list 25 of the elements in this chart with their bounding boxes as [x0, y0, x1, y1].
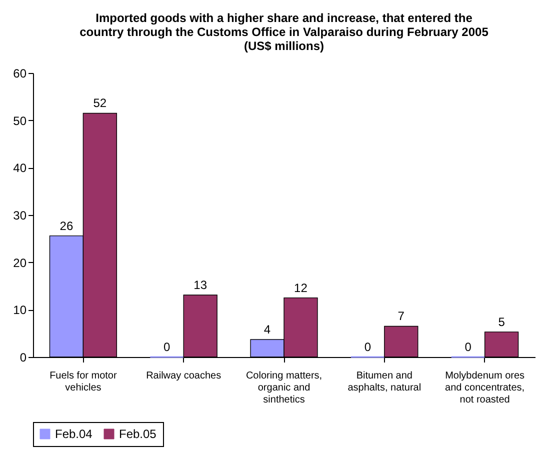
data-label: 52: [93, 96, 107, 110]
x-tick-label: Fuels for motor vehicles: [50, 370, 118, 394]
data-label: 0: [364, 340, 372, 354]
data-label: 26: [60, 218, 74, 233]
chart-title: Imported goods with a higher share and increase, that entered the country through the Customs Office in Valparaiso during February 2005 (US$ millions): [80, 11, 489, 53]
legend-label: Feb.04: [55, 427, 93, 441]
data-label: 5: [498, 314, 506, 329]
data-label: 0: [164, 340, 171, 354]
data-label: 7: [398, 309, 405, 324]
data-label: 0: [464, 340, 472, 354]
x-tick-label: Railway coaches: [146, 370, 222, 382]
y-tick-label: 30: [13, 208, 27, 222]
data-label: 4: [264, 322, 271, 336]
y-tick-label: 50: [13, 114, 27, 128]
x-tick-label: Coloring matters, organic and sinthetics: [246, 370, 322, 406]
data-label: 13: [194, 278, 208, 292]
x-tick-label: Molybdenum ores and concentrates, not roasted: [445, 370, 525, 406]
y-tick-label: 10: [13, 303, 27, 318]
x-tick-label: Bitumen and asphalts, natural: [348, 370, 422, 394]
legend-label: Feb.05: [119, 427, 157, 441]
y-tick-label: 20: [13, 256, 27, 270]
y-tick-label: 0: [20, 350, 27, 364]
y-tick-label: 40: [13, 161, 27, 176]
y-tick-label: 60: [13, 66, 27, 80]
data-label: 12: [294, 280, 308, 295]
